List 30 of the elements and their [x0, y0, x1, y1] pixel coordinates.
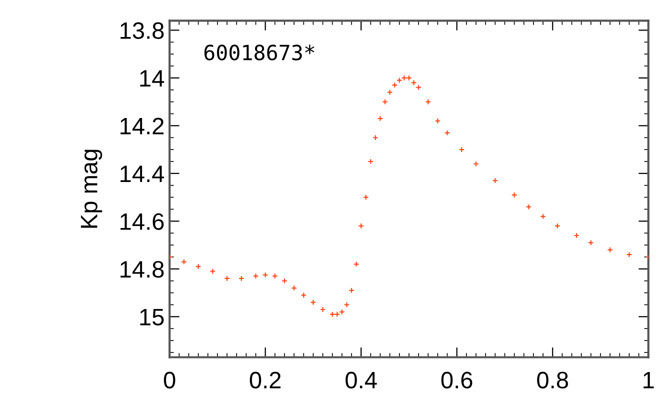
y-tick-label: 14.4 — [120, 166, 164, 182]
x-tick-label: 0.2 — [250, 372, 281, 388]
y-tick-label: 15 — [140, 308, 164, 326]
y-axis-title: Kp mag — [80, 150, 102, 228]
point — [224, 276, 230, 282]
y-tick-label: 14.2 — [120, 118, 164, 134]
x-tick-label: 1 — [644, 372, 654, 388]
y-tick-label: 14.8 — [120, 260, 164, 278]
point — [320, 306, 326, 312]
y-tick-label: 14.6 — [120, 213, 164, 230]
point — [310, 299, 316, 306]
point — [382, 98, 388, 105]
point — [210, 268, 216, 274]
point — [425, 98, 432, 105]
point — [410, 80, 417, 86]
point — [362, 194, 369, 200]
point — [300, 292, 307, 298]
y-tick-label: 13.8 — [120, 22, 164, 39]
point — [195, 264, 202, 270]
point — [377, 116, 384, 122]
x-tick-label: 0.4 — [346, 372, 377, 388]
annotation: 60018673* — [204, 44, 314, 60]
y-tick-label: 14 — [140, 70, 164, 86]
point — [386, 89, 393, 96]
point — [368, 158, 374, 164]
point — [329, 311, 336, 318]
x-tick-label: 0.8 — [537, 372, 568, 388]
point — [344, 302, 350, 308]
x-tick-label: 0 — [164, 372, 176, 388]
x-tick-label: 0.6 — [441, 372, 472, 388]
